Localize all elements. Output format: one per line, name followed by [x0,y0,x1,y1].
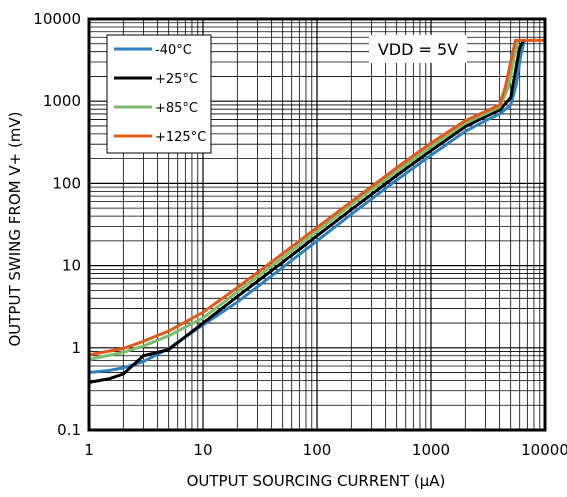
annotation-box [369,35,467,63]
legend-box [106,34,212,154]
y-tick-label: 0.1 [57,421,81,439]
y-tick-label: 10 [62,257,81,275]
y-tick-label: 1 [71,339,81,357]
series-line-40c [88,39,526,375]
x-tick-label: 10 [193,441,212,459]
y-tick-label: 100 [52,174,81,192]
series-lines [88,38,545,384]
plot-frame [87,17,547,432]
series-line-125c [88,38,545,357]
x-tick-label: 1000 [412,441,450,459]
legend: -40°C +25°C +85°C +125°C [106,34,212,154]
y-axis-label: OUTPUT SWING FROM V+ (mV) [6,111,24,346]
x-tick-label: 10000 [521,441,567,459]
series-line-25c [88,39,525,384]
legend-label: +25°C [155,72,198,87]
x-axis-label: OUTPUT SOURCING CURRENT (µA) [187,472,446,490]
x-tick-label: 1 [84,441,94,459]
annotation-vdd: VDD = 5V [378,40,458,59]
legend-label: -40°C [155,43,192,58]
legend-label: +85°C [155,101,198,116]
x-tick-label: 100 [303,441,332,459]
y-tick-label: 10000 [33,10,81,28]
legend-label: +125°C [155,130,206,145]
y-tick-label: 1000 [43,92,81,110]
